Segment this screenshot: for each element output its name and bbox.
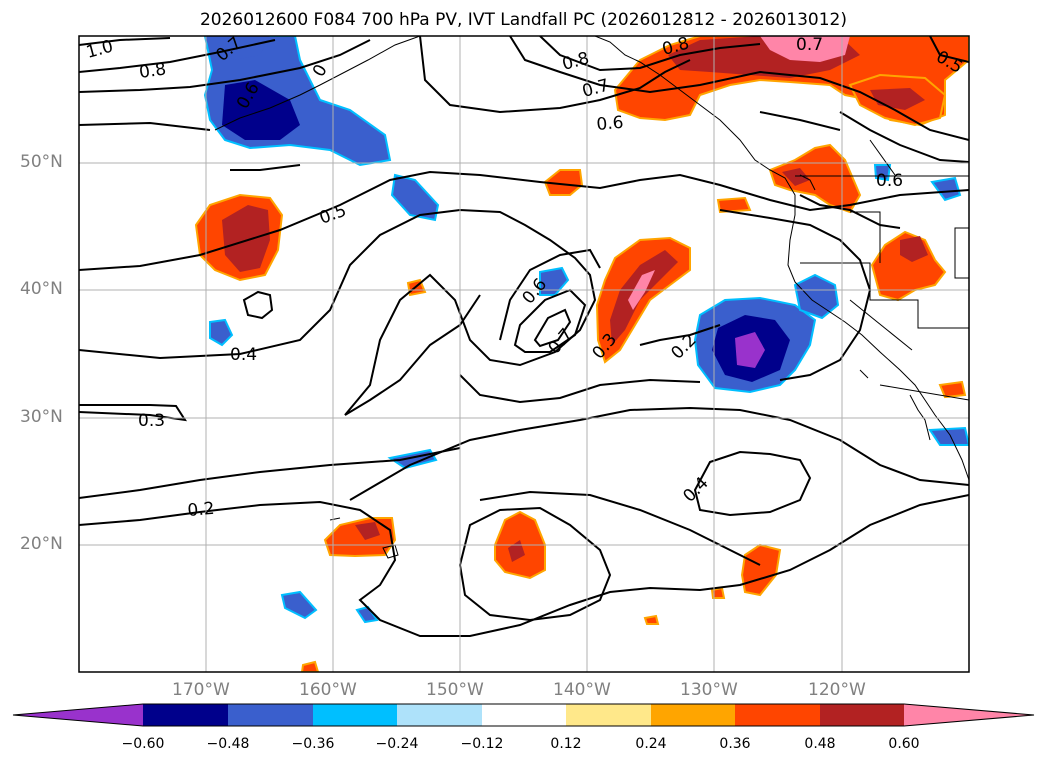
colorbar-tick-label: −0.48: [206, 736, 250, 752]
colorbar-tick-label: −0.60: [121, 736, 165, 752]
colorbar-segment-0: [13, 704, 143, 726]
lon-label: 130°W: [680, 680, 738, 700]
colorbar-segment-3: [313, 704, 397, 726]
colorbar-tick-label: 0.24: [635, 736, 667, 752]
lat-label: 20°N: [20, 534, 63, 554]
lat-label: 40°N: [20, 279, 63, 299]
lat-label: 30°N: [20, 407, 63, 427]
map-title: 2026012600 F084 700 hPa PV, IVT Landfall…: [199, 10, 847, 30]
gridlines: [79, 36, 969, 672]
contour-label: 0.3: [138, 411, 165, 431]
colorbar-segment-8: [735, 704, 820, 726]
colorbar-segment-1: [143, 704, 228, 726]
pv-contours: [79, 36, 969, 637]
lon-label: 160°W: [299, 680, 357, 700]
lon-label: 170°W: [172, 680, 230, 700]
colorbar-tick-label: 0.60: [888, 736, 920, 752]
political-borders: [795, 139, 969, 401]
colorbar-outline: [12, 703, 1035, 727]
colorbar-segment-10: [904, 704, 1034, 726]
map-frame: [78, 35, 970, 673]
colorbar-segment-7: [651, 704, 735, 726]
colorbar-tick-label: 0.36: [719, 736, 751, 752]
colorbar: [12, 703, 1035, 727]
colorbar-segment-4: [397, 704, 482, 726]
colorbar-tick-label: −0.36: [291, 736, 335, 752]
colorbar-tick-label: 0.12: [550, 736, 582, 752]
positive-anomaly-patches: [194, 36, 969, 672]
lon-label: 140°W: [553, 680, 611, 700]
coastlines: [214, 36, 969, 559]
contour-label: 0.6: [876, 171, 903, 191]
colorbar-segment-6: [566, 704, 651, 726]
contour-label: 0.2: [187, 499, 216, 521]
lat-label: 50°N: [20, 152, 63, 172]
colorbar-tick-label: −0.24: [375, 736, 419, 752]
colorbar-segment-9: [820, 704, 904, 726]
map-plot-area: 1.0 0.8 0.7 0.6 0 0.8 0.7 0.6 0.8 0.7 0.…: [79, 34, 969, 672]
negative-anomaly-patches: [203, 36, 969, 624]
contour-label: 0.6: [596, 113, 625, 135]
lon-label: 120°W: [808, 680, 866, 700]
colorbar-tick-label: −0.12: [460, 736, 504, 752]
contour-label: 0.8: [138, 59, 168, 83]
colorbar-segment-2: [228, 704, 313, 726]
contour-label: 0.8: [660, 34, 691, 60]
colorbar-tick-label: 0.48: [804, 736, 836, 752]
contour-label: 0.7: [796, 35, 823, 55]
contour-label: 0.4: [230, 345, 257, 365]
colorbar-segment-5: [482, 704, 566, 726]
lon-label: 150°W: [426, 680, 484, 700]
